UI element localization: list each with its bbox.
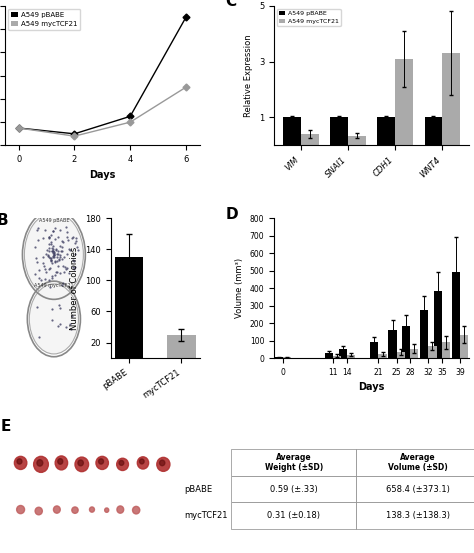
- Circle shape: [29, 284, 79, 354]
- Bar: [442, 53, 460, 145]
- Ellipse shape: [58, 458, 63, 465]
- Bar: [452, 273, 460, 358]
- Ellipse shape: [139, 459, 144, 464]
- Ellipse shape: [35, 507, 42, 515]
- Bar: [333, 356, 341, 358]
- Bar: [330, 117, 348, 145]
- Ellipse shape: [72, 507, 78, 513]
- Ellipse shape: [34, 456, 48, 472]
- Bar: [397, 352, 405, 358]
- Bar: [370, 342, 378, 358]
- Ellipse shape: [157, 457, 170, 471]
- Bar: [325, 353, 333, 358]
- Bar: [410, 348, 419, 358]
- Bar: [402, 326, 410, 358]
- Text: B: B: [0, 212, 9, 228]
- Ellipse shape: [37, 460, 43, 466]
- Y-axis label: Number of Colonies: Number of Colonies: [71, 247, 80, 330]
- X-axis label: Days: Days: [89, 170, 116, 180]
- Bar: [167, 335, 196, 358]
- Ellipse shape: [96, 456, 109, 469]
- Bar: [378, 354, 387, 358]
- Text: A549 pBABE: A549 pBABE: [39, 218, 69, 223]
- Circle shape: [24, 212, 83, 296]
- Ellipse shape: [55, 456, 68, 470]
- Text: D: D: [225, 207, 238, 222]
- Ellipse shape: [117, 458, 128, 471]
- Ellipse shape: [133, 507, 140, 514]
- Ellipse shape: [137, 457, 149, 469]
- Ellipse shape: [78, 460, 83, 466]
- Ellipse shape: [17, 505, 25, 514]
- Text: C: C: [225, 0, 237, 9]
- Ellipse shape: [160, 460, 165, 466]
- Bar: [428, 346, 437, 358]
- Ellipse shape: [105, 508, 109, 512]
- Bar: [442, 342, 450, 358]
- Ellipse shape: [75, 457, 89, 472]
- Y-axis label: Volume (mm³): Volume (mm³): [235, 258, 244, 318]
- Bar: [301, 134, 319, 145]
- Bar: [389, 330, 397, 358]
- Y-axis label: Relative Expression: Relative Expression: [245, 34, 254, 117]
- Bar: [283, 357, 292, 358]
- Bar: [377, 117, 395, 145]
- Ellipse shape: [54, 506, 60, 513]
- Bar: [346, 354, 355, 358]
- Ellipse shape: [99, 459, 103, 464]
- Bar: [395, 59, 413, 145]
- Ellipse shape: [14, 456, 27, 469]
- Ellipse shape: [117, 506, 124, 513]
- X-axis label: Days: Days: [358, 383, 385, 393]
- Ellipse shape: [119, 461, 124, 466]
- Bar: [338, 349, 346, 358]
- Bar: [420, 310, 428, 358]
- Legend: A549 pBABE, A549 mycTCF21: A549 pBABE, A549 mycTCF21: [277, 9, 341, 27]
- Legend: A549 pBABE, A549 mycTCF21: A549 pBABE, A549 mycTCF21: [8, 9, 80, 30]
- Ellipse shape: [90, 507, 94, 512]
- Bar: [283, 117, 301, 145]
- Text: A549 mycTCF21: A549 mycTCF21: [34, 283, 73, 288]
- Bar: [460, 335, 468, 358]
- Text: E: E: [0, 419, 10, 434]
- Ellipse shape: [17, 459, 22, 464]
- Bar: [425, 117, 442, 145]
- Bar: [348, 135, 366, 145]
- Bar: [115, 257, 144, 358]
- Bar: [434, 291, 442, 358]
- Bar: [275, 357, 283, 358]
